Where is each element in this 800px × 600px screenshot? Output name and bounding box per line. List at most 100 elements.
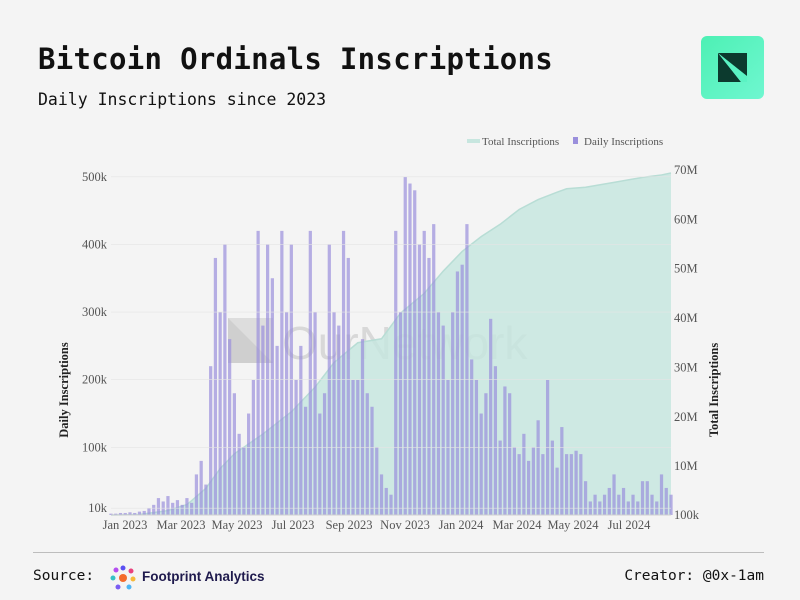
daily-bar (574, 450, 578, 515)
legend-swatch-daily (573, 137, 578, 144)
daily-bar (541, 454, 545, 515)
daily-bar (398, 312, 403, 515)
right-tick-label: 50M (674, 262, 698, 276)
creator-credit: Creator: @0x-1am (624, 568, 764, 584)
x-tick-label: Mar 2024 (493, 518, 543, 532)
daily-bar (427, 257, 431, 515)
daily-bar (564, 454, 569, 515)
daily-bar (137, 511, 142, 515)
daily-bar (166, 496, 170, 515)
daily-bar (612, 474, 616, 515)
daily-bar (479, 413, 483, 515)
daily-bar (256, 230, 260, 515)
daily-bar (631, 494, 635, 515)
daily-bar (242, 447, 246, 515)
daily-bar (213, 257, 218, 515)
right-axis-ticks: 100k 10M 20M 30M 40M 50M 60M 70M (674, 163, 700, 522)
daily-bar (389, 494, 393, 515)
ournetwork-logo-icon (701, 36, 764, 99)
x-axis-ticks: Jan 2023 Mar 2023 May 2023 Jul 2023 Sep 2023… (103, 518, 652, 532)
daily-bar (247, 413, 251, 515)
daily-bar (441, 325, 445, 515)
daily-bar (669, 494, 673, 515)
legend-label-daily: Daily Inscriptions (584, 136, 663, 148)
daily-bar (645, 481, 649, 515)
daily-bar (555, 467, 559, 515)
daily-bar (602, 494, 607, 515)
daily-bar (394, 230, 398, 515)
daily-bar (517, 454, 521, 515)
daily-bar (228, 339, 232, 515)
legend-label-total: Total Inscriptions (482, 136, 559, 148)
daily-bar (171, 502, 175, 515)
daily-bar (128, 512, 132, 515)
right-axis-title: Total Inscriptions (707, 343, 721, 437)
x-tick-label: Sep 2023 (326, 518, 373, 532)
daily-bar (280, 230, 284, 515)
right-tick-label: 60M (674, 212, 698, 226)
daily-bar (593, 494, 597, 515)
daily-bar (142, 510, 146, 515)
daily-bar (403, 176, 407, 515)
daily-bar (375, 447, 379, 515)
daily-bar (284, 312, 289, 515)
daily-bar (512, 447, 517, 515)
source-name: Footprint Analytics (142, 569, 265, 584)
right-tick-label: 20M (674, 410, 698, 424)
x-tick-label: Jan 2023 (103, 518, 148, 532)
daily-bar (583, 481, 588, 515)
daily-bar (465, 224, 469, 515)
daily-bar (422, 230, 426, 515)
daily-bar (299, 345, 303, 515)
x-tick-label: Nov 2023 (380, 518, 430, 532)
daily-bar (451, 312, 455, 515)
left-tick-label: 300k (82, 305, 108, 319)
right-tick-label: 40M (674, 311, 698, 325)
daily-bar (659, 474, 664, 515)
daily-bar (303, 406, 308, 515)
left-axis-title: Daily Inscriptions (57, 342, 71, 438)
daily-bar (664, 487, 668, 515)
left-tick-label: 400k (82, 237, 108, 251)
footer-divider (33, 552, 764, 553)
daily-bar (650, 494, 654, 515)
x-tick-label: May 2023 (211, 518, 262, 532)
daily-bar (232, 393, 237, 515)
daily-bar (123, 512, 127, 515)
daily-bar (152, 504, 156, 515)
x-tick-label: Jan 2024 (439, 518, 485, 532)
daily-bar (508, 393, 512, 515)
daily-bar (379, 474, 384, 515)
source-label: Source: (33, 568, 95, 584)
daily-bar (218, 312, 222, 515)
daily-bar (503, 386, 507, 515)
daily-bar (460, 264, 464, 515)
legend: Total Inscriptions Daily Inscriptions (467, 136, 663, 148)
left-tick-label: 10k (88, 501, 108, 515)
daily-bar (436, 312, 441, 515)
daily-bar (384, 487, 388, 515)
daily-bar (337, 325, 341, 515)
daily-bar (498, 440, 502, 515)
daily-bar (185, 498, 189, 515)
daily-bar (341, 230, 346, 515)
daily-bar (190, 502, 194, 515)
daily-bar (470, 359, 474, 515)
daily-bar (237, 433, 241, 515)
daily-bar (560, 427, 564, 515)
daily-bar (175, 500, 180, 515)
daily-bar (313, 312, 317, 515)
right-tick-label: 10M (674, 459, 698, 473)
daily-bar (360, 339, 365, 515)
x-tick-label: Jul 2023 (272, 518, 315, 532)
page-subtitle: Daily Inscriptions since 2023 (38, 90, 327, 109)
daily-bar (455, 271, 460, 515)
daily-bar (569, 454, 573, 515)
x-tick-label: Jul 2024 (608, 518, 651, 532)
left-tick-label: 100k (82, 440, 108, 454)
daily-bar (109, 513, 113, 515)
daily-bar (550, 440, 554, 515)
daily-bar (156, 498, 161, 515)
daily-bar (147, 508, 151, 515)
